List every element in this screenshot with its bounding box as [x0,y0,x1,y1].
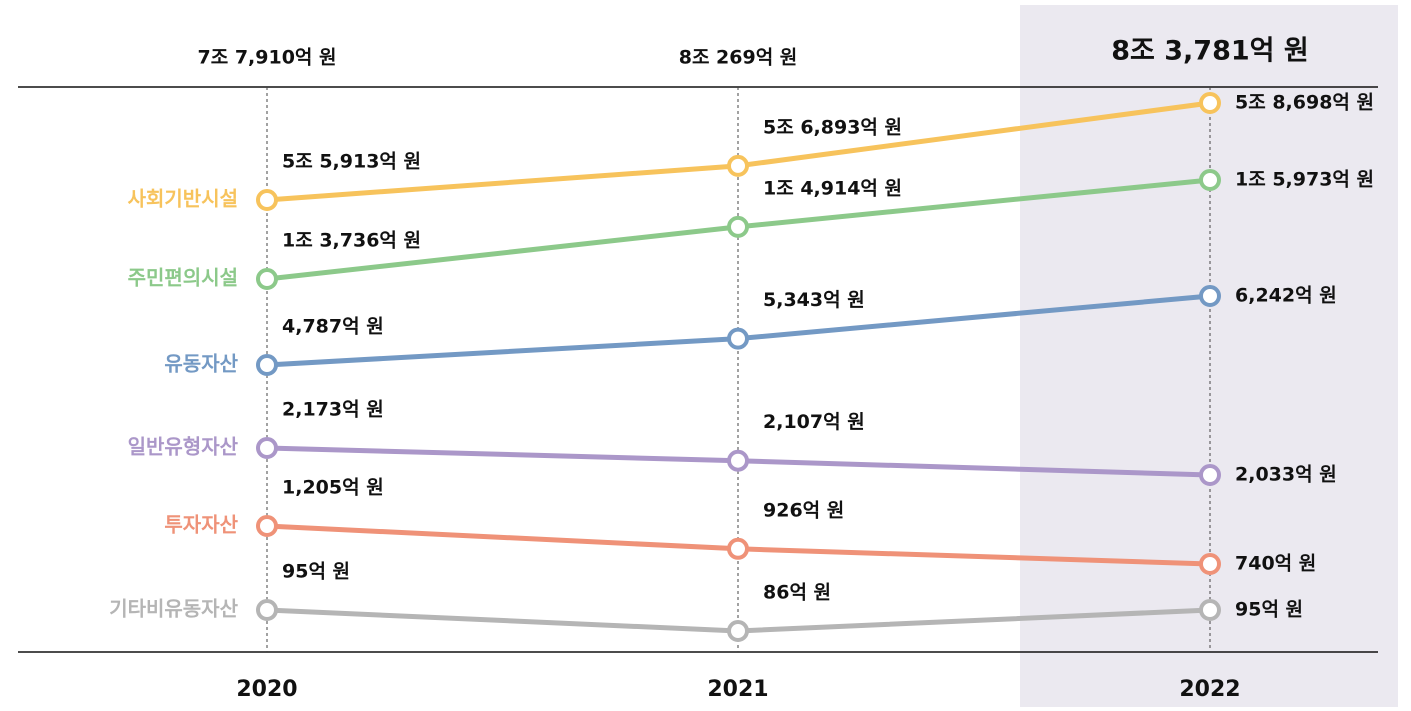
value-label: 95억 원 [1235,599,1303,621]
total-label: 7조 7,910억 원 [198,47,337,69]
value-label: 2,173억 원 [282,399,384,421]
value-label: 1조 3,736억 원 [282,230,421,252]
value-label: 5조 5,913억 원 [282,151,421,173]
series-label: 투자자산 [164,513,238,537]
series-label: 일반유형자산 [128,435,239,459]
total-label: 8조 269억 원 [679,47,798,69]
point [1199,599,1221,621]
value-label: 95억 원 [282,561,350,583]
point [727,154,749,177]
value-label: 6,242억 원 [1235,285,1337,307]
point [256,354,278,376]
value-label: 5조 8,698억 원 [1235,92,1374,114]
point [727,215,749,238]
point [1199,464,1221,486]
value-label: 86억 원 [763,582,831,604]
series-label: 기타비유동자산 [109,597,238,621]
x-tick-label: 2022 [1179,677,1240,702]
point [727,449,749,472]
value-label: 1,205억 원 [282,477,384,499]
value-label: 2,033억 원 [1235,464,1337,486]
value-label: 1조 4,914억 원 [763,177,902,199]
x-tick-label: 2020 [236,677,297,702]
point [256,268,278,290]
series-label: 사회기반시설 [128,187,238,211]
series-label: 주민편의시설 [128,266,238,290]
point [1199,169,1221,191]
value-label: 5조 6,893억 원 [763,116,902,138]
value-label: 926억 원 [763,499,844,521]
x-tick-label: 2021 [707,677,768,702]
point [1199,92,1221,114]
value-label: 5,343억 원 [763,289,865,311]
point [727,327,749,350]
value-label: 4,787억 원 [282,316,384,338]
value-label: 740억 원 [1235,553,1316,575]
series-label: 유동자산 [164,352,238,376]
point [256,437,278,459]
point [1199,553,1221,575]
point [256,189,278,211]
value-label: 2,107억 원 [763,411,865,433]
value-label: 1조 5,973억 원 [1235,169,1374,191]
point [727,537,749,560]
total-label: 8조 3,781억 원 [1111,36,1309,67]
point [256,515,278,537]
point [1199,285,1221,307]
point [256,599,278,621]
point [727,620,749,642]
